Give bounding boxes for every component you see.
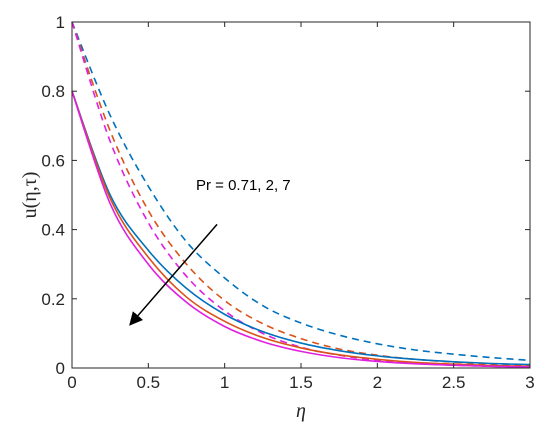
series-layer bbox=[71, 21, 531, 368]
x-tick-label: 1 bbox=[220, 373, 229, 392]
y-tick-label: 0.2 bbox=[41, 290, 65, 309]
x-tick-label: 0.5 bbox=[137, 373, 161, 392]
y-tick-label: 1 bbox=[56, 13, 65, 32]
axes-frame bbox=[71, 21, 531, 369]
x-tick-label: 0 bbox=[67, 373, 76, 392]
series-line-4 bbox=[71, 90, 531, 366]
x-axis-label: η bbox=[296, 400, 306, 422]
x-tick-label: 3 bbox=[525, 373, 534, 392]
y-tick-label: 0.6 bbox=[41, 151, 65, 170]
y-tick-label: 0.4 bbox=[41, 221, 65, 240]
series-line-6 bbox=[71, 90, 531, 368]
y-axis-label: u(η,τ) bbox=[19, 172, 41, 219]
series-line-2 bbox=[71, 21, 531, 367]
x-tick-label: 2.5 bbox=[442, 373, 466, 392]
x-tick-label: 2 bbox=[373, 373, 382, 392]
annotation-text: Pr = 0.71, 2, 7 bbox=[196, 177, 291, 194]
y-tick-label: 0.8 bbox=[41, 82, 65, 101]
series-line-1 bbox=[71, 21, 531, 362]
series-line-5 bbox=[71, 90, 531, 368]
ticks-layer: 0 0.5 1 1.5 2 2.5 3 0 0.2 0.4 0.6 0.8 1 bbox=[41, 13, 534, 392]
series-line-3 bbox=[71, 21, 531, 368]
annotation-arrow bbox=[129, 223, 218, 326]
y-tick-label: 0 bbox=[56, 359, 65, 378]
x-tick-label: 1.5 bbox=[289, 373, 313, 392]
